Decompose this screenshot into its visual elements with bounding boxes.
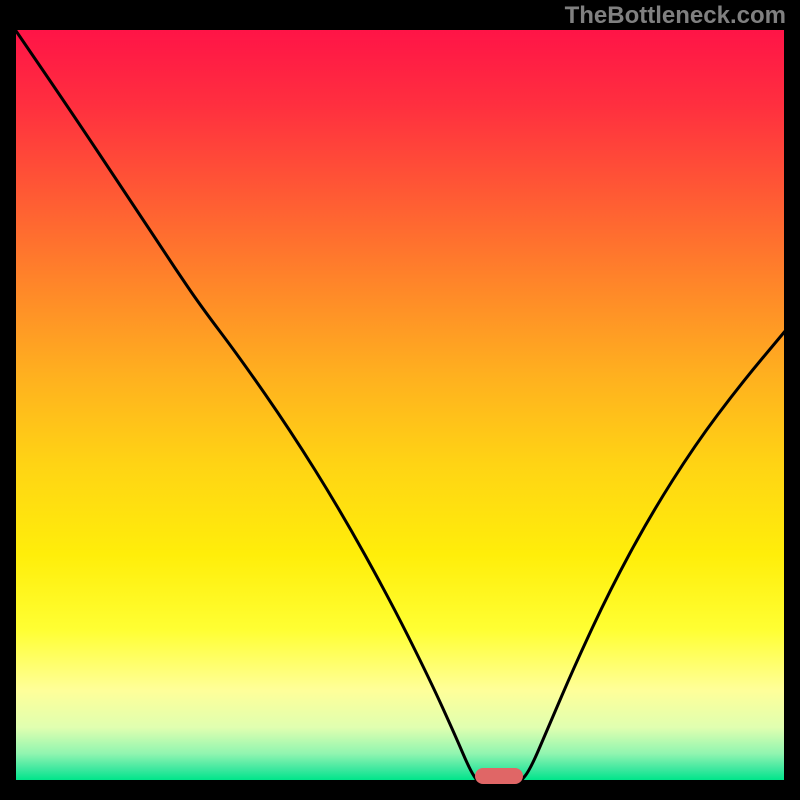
watermark-text: TheBottleneck.com (565, 2, 786, 30)
curve-path (14, 28, 786, 782)
bottleneck-curve (0, 0, 800, 800)
optimal-marker (475, 768, 523, 784)
